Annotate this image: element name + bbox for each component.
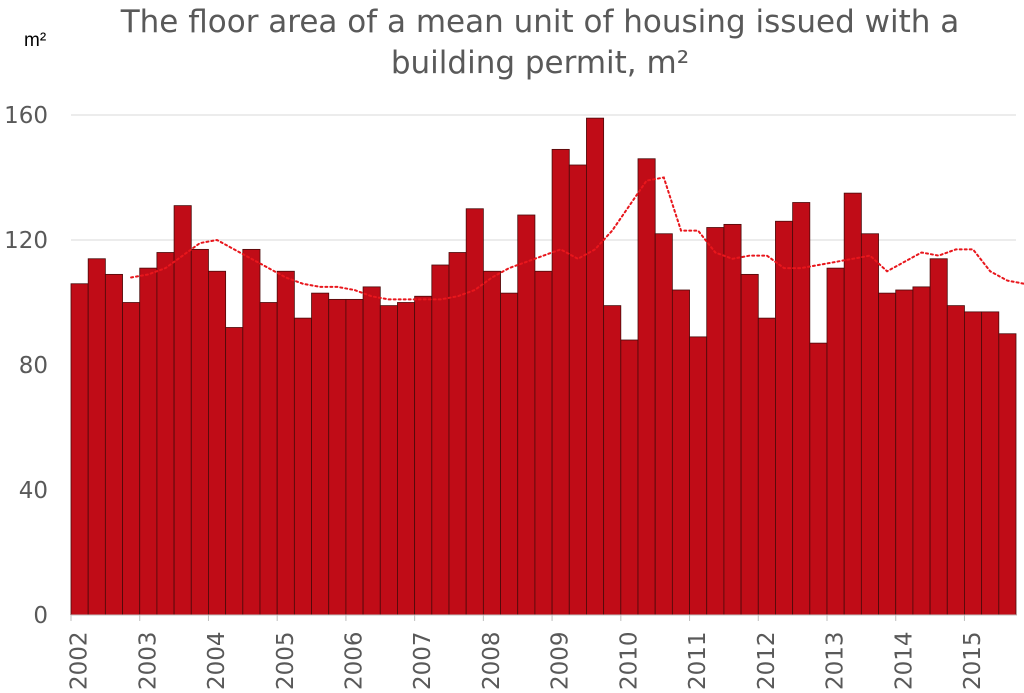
y-axis-ticks: 0 40 80 120 160 bbox=[4, 103, 48, 629]
bar bbox=[122, 302, 141, 616]
bar bbox=[225, 327, 244, 616]
bar bbox=[706, 227, 725, 616]
x-tick-label: 2005 bbox=[273, 631, 299, 690]
y-tick-label: 120 bbox=[4, 228, 48, 254]
bar bbox=[242, 248, 261, 616]
bar bbox=[311, 292, 330, 616]
x-tick-label: 2011 bbox=[685, 631, 711, 690]
bar bbox=[757, 317, 776, 616]
bar bbox=[397, 302, 416, 616]
bar bbox=[414, 295, 433, 616]
bar bbox=[500, 292, 519, 616]
bar bbox=[689, 336, 708, 616]
bar bbox=[328, 298, 347, 616]
bar bbox=[895, 289, 914, 616]
bar bbox=[379, 305, 398, 616]
bar bbox=[517, 214, 536, 616]
x-tick-label: 2015 bbox=[960, 631, 986, 690]
bar bbox=[860, 233, 879, 616]
bar bbox=[740, 273, 759, 616]
x-tick-label: 2014 bbox=[891, 631, 917, 690]
x-axis-ticks: 2002 2003 2004 2005 2006 2007 2008 2009 2010 2011… bbox=[67, 615, 986, 690]
x-tick-label: 2012 bbox=[754, 631, 780, 690]
x-tick-label: 2004 bbox=[204, 631, 230, 690]
bar bbox=[809, 342, 828, 616]
bar bbox=[792, 202, 811, 616]
bar bbox=[156, 252, 175, 616]
bar bbox=[998, 333, 1017, 616]
bar bbox=[551, 148, 570, 616]
bar bbox=[723, 223, 742, 616]
bar bbox=[586, 117, 605, 616]
bar bbox=[568, 164, 587, 616]
bar bbox=[431, 264, 450, 616]
bar bbox=[912, 286, 931, 616]
bar bbox=[139, 267, 158, 616]
bar-series bbox=[70, 117, 1017, 616]
x-tick-label: 2009 bbox=[548, 631, 574, 690]
x-tick-label: 2013 bbox=[823, 631, 849, 690]
bar bbox=[878, 292, 897, 616]
bar bbox=[637, 158, 656, 616]
bar bbox=[293, 317, 312, 616]
x-tick-label: 2010 bbox=[616, 631, 642, 690]
bar bbox=[981, 311, 1000, 616]
x-tick-label: 2008 bbox=[479, 631, 505, 690]
y-tick-label: 80 bbox=[19, 353, 48, 379]
bar bbox=[70, 283, 89, 616]
bar bbox=[259, 302, 278, 616]
bar bbox=[482, 270, 501, 616]
bar bbox=[448, 252, 467, 616]
bar bbox=[964, 311, 983, 616]
moving-average-line bbox=[130, 176, 1024, 301]
x-tick-label: 2007 bbox=[410, 631, 436, 690]
bar bbox=[843, 192, 862, 616]
bar bbox=[826, 267, 845, 616]
y-tick-label: 0 bbox=[33, 603, 48, 629]
bar bbox=[362, 286, 381, 616]
bar bbox=[775, 220, 794, 616]
bar bbox=[87, 258, 106, 616]
bar bbox=[603, 305, 622, 616]
x-tick-label: 2002 bbox=[67, 631, 93, 690]
bar bbox=[345, 298, 364, 616]
bar bbox=[104, 273, 123, 616]
y-tick-label: 40 bbox=[19, 478, 48, 504]
chart-title: The floor area of a mean unit of housing… bbox=[120, 4, 960, 81]
bar bbox=[946, 305, 965, 616]
bar bbox=[620, 339, 639, 616]
bar bbox=[671, 289, 690, 616]
bar bbox=[276, 270, 295, 616]
bar bbox=[173, 205, 192, 616]
x-tick-label: 2003 bbox=[135, 631, 161, 690]
bar bbox=[929, 258, 948, 616]
trend-line-series bbox=[130, 176, 1024, 301]
bar bbox=[654, 233, 673, 616]
bar bbox=[208, 270, 227, 616]
y-tick-label: 160 bbox=[4, 103, 48, 129]
bar bbox=[534, 270, 553, 616]
y-axis-unit-label: m² bbox=[24, 30, 47, 51]
bar bbox=[465, 208, 484, 616]
bar bbox=[190, 248, 209, 616]
x-tick-label: 2006 bbox=[342, 631, 368, 690]
